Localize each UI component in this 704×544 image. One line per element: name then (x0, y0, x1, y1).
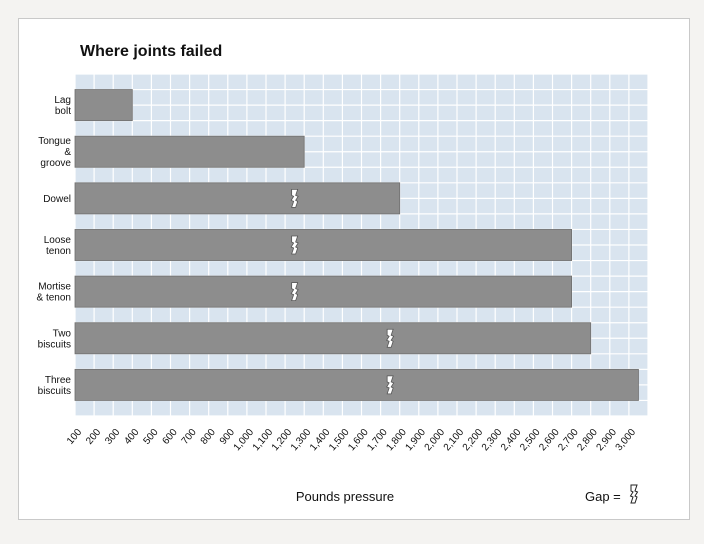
bar (74, 182, 401, 215)
category-label-line: Dowel (43, 194, 71, 205)
legend-label: Gap = (585, 489, 621, 504)
x-tick-label: 1,500 (327, 427, 352, 454)
x-tick-label: 2,400 (499, 427, 524, 454)
category-label: Three biscuits (38, 375, 72, 397)
gap-marker (386, 328, 395, 348)
gap-markers (290, 188, 395, 395)
x-tick-label: 2,500 (518, 427, 543, 454)
category-label-line: groove (40, 158, 71, 169)
x-tick-label: 1,300 (289, 427, 314, 454)
category-labels: Lag bolt Tongue & groove Dowel Loose tenon Morti… (37, 95, 72, 397)
x-tick-labels: 100 200 300 400 500 600 700 800 9001,0001,1001,2… (65, 427, 638, 454)
x-tick-label: 1,100 (251, 427, 276, 454)
bar (74, 135, 305, 168)
category-label: Two biscuits (38, 328, 72, 350)
gap-legend-icon (629, 484, 639, 504)
x-tick-label: 1,000 (232, 427, 257, 454)
category-label-line: & (64, 147, 71, 158)
category-label-line: bolt (55, 106, 71, 117)
x-tick-label: 700 (180, 427, 199, 447)
category-label-line: Mortise (38, 282, 71, 293)
bar (74, 368, 639, 401)
x-tick-label: 200 (84, 427, 103, 447)
category-label-line: Lag (54, 95, 71, 106)
x-tick-label: 1,600 (346, 427, 371, 454)
bar (74, 229, 573, 261)
x-tick-label: 1,900 (403, 427, 428, 454)
x-axis-label: Pounds pressure (296, 489, 394, 504)
x-tick-label: 2,000 (423, 427, 448, 454)
x-tick-label: 1,200 (270, 427, 295, 454)
category-label: Tongue & groove (38, 136, 71, 169)
gap-marker (290, 235, 299, 255)
bar (74, 89, 133, 122)
category-label-line: Tongue (38, 136, 71, 147)
category-label-line: biscuits (38, 386, 71, 397)
category-label: Loose tenon (44, 235, 72, 257)
x-tick-label: 2,200 (461, 427, 486, 454)
category-label-line: Loose (44, 235, 72, 246)
x-tick-label: 1,700 (365, 427, 390, 454)
x-tick-label: 100 (65, 427, 84, 447)
chart-title: Where joints failed (80, 43, 222, 60)
category-label-line: & tenon (37, 293, 71, 304)
x-tick-label: 2,600 (537, 427, 562, 454)
x-tick-label: 300 (103, 427, 122, 447)
gap-marker (290, 282, 299, 302)
category-label-line: Three (45, 375, 72, 386)
x-tick-label: 1,400 (308, 427, 333, 454)
bar (74, 322, 592, 355)
x-tick-label: 800 (199, 427, 218, 447)
x-tick-label: 500 (141, 427, 160, 447)
x-tick-label: 2,100 (442, 427, 467, 454)
x-tick-label: 400 (122, 427, 141, 447)
category-label: Lag bolt (54, 95, 71, 117)
x-tick-label: 2,800 (575, 427, 600, 454)
bar (74, 275, 573, 308)
x-tick-label: 2,900 (594, 427, 619, 454)
category-label: Dowel (43, 194, 71, 205)
gap-marker (386, 375, 395, 395)
bars (74, 89, 639, 401)
category-label-line: tenon (46, 246, 71, 257)
category-label-line: biscuits (38, 339, 71, 350)
x-tick-label: 1,800 (384, 427, 409, 454)
category-label-line: Two (53, 328, 72, 339)
x-tick-label: 2,700 (556, 427, 581, 454)
gap-icon-shape (629, 484, 639, 504)
x-tick-label: 2,300 (480, 427, 505, 454)
category-label: Mortise & tenon (37, 282, 72, 304)
gap-marker (290, 188, 299, 208)
x-tick-label: 600 (161, 427, 180, 447)
x-tick-label: 3,000 (614, 427, 639, 454)
